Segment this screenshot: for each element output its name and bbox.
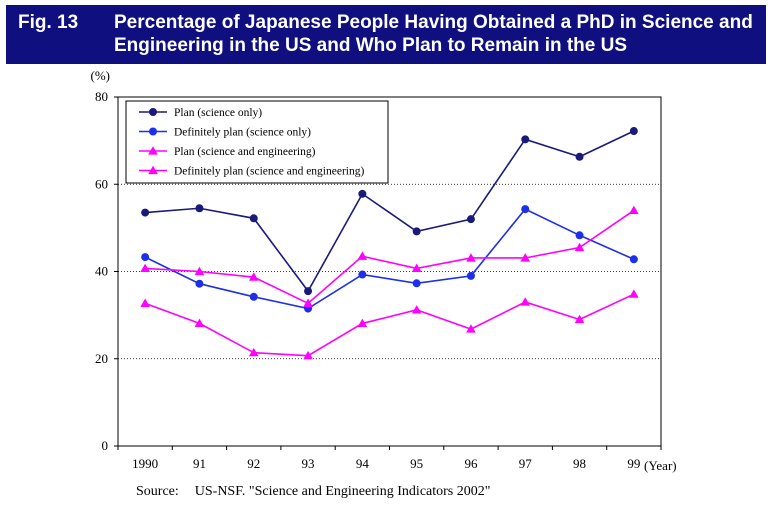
figure-title-bar: Fig. 13 Percentage of Japanese People Ha… xyxy=(6,5,766,64)
source-label: Source: xyxy=(136,484,179,499)
legend-marker xyxy=(148,146,158,155)
data-point xyxy=(141,253,150,262)
data-point xyxy=(466,215,475,224)
data-point xyxy=(303,350,313,360)
line-chart: (%) (Year) 0 20 40 60 80 1990 91 92 93 94 95 96 97 98… xyxy=(91,68,677,473)
series-line xyxy=(145,209,635,305)
series-4 xyxy=(140,289,639,360)
legend-box xyxy=(125,100,389,184)
legend-marker xyxy=(148,165,158,175)
data-point xyxy=(303,298,313,307)
legend-item: Plan (science only) xyxy=(139,107,262,119)
data-point xyxy=(521,205,530,214)
figure-title-line-1: Percentage of Japanese People Having Obt… xyxy=(114,12,753,33)
data-point xyxy=(520,253,531,262)
y-axis-label: (%) xyxy=(91,68,111,83)
x-axis-label: (Year) xyxy=(644,458,677,473)
data-point xyxy=(195,279,204,288)
figure-number: Fig. 13 xyxy=(18,12,79,33)
data-point xyxy=(629,127,638,136)
legend-item: Definitely plan (science and engineering… xyxy=(139,166,364,178)
y-tick-label: 80 xyxy=(95,89,108,104)
data-point xyxy=(411,263,422,273)
x-tick-label: 94 xyxy=(356,456,370,471)
data-point xyxy=(575,231,584,240)
legend-label: Plan (science only) xyxy=(174,107,262,119)
legend-label: Definitely plan (science only) xyxy=(174,127,311,139)
y-tick-label: 20 xyxy=(95,351,108,366)
data-point xyxy=(412,227,421,236)
data-point xyxy=(629,289,639,298)
data-point xyxy=(411,305,422,314)
data-point xyxy=(140,263,150,273)
x-tick-label: 93 xyxy=(302,456,315,471)
x-tick-label: 91 xyxy=(193,456,206,471)
data-point xyxy=(412,279,421,288)
series-3 xyxy=(140,205,639,307)
data-point xyxy=(466,324,476,333)
x-tick-label: 96 xyxy=(464,456,478,471)
x-tick-label: 99 xyxy=(627,456,640,471)
data-point xyxy=(466,271,475,280)
legend-marker xyxy=(149,108,157,116)
series-1 xyxy=(141,127,638,296)
legend: Plan (science only) Definitely plan (scie… xyxy=(125,100,389,184)
x-tick-label: 98 xyxy=(573,456,586,471)
source-note: Source: US-NSF. "Science and Engineering … xyxy=(136,484,490,500)
legend-label: Plan (science and engineering) xyxy=(174,146,316,158)
legend-item: Plan (science and engineering) xyxy=(139,146,316,158)
data-point xyxy=(194,318,205,328)
data-point xyxy=(249,292,258,301)
data-point xyxy=(629,205,639,215)
figure-title-line-2: Engineering in the US and Who Plan to Re… xyxy=(114,35,628,56)
x-tick-label: 95 xyxy=(410,456,423,471)
data-point xyxy=(357,318,368,328)
y-tick-label: 0 xyxy=(102,438,109,453)
x-tick-label: 1990 xyxy=(132,456,158,471)
legend-item: Definitely plan (science only) xyxy=(139,127,311,139)
series-line xyxy=(145,130,635,293)
legend-marker xyxy=(149,127,157,136)
data-point xyxy=(574,242,585,252)
data-point xyxy=(575,152,584,161)
data-point xyxy=(194,266,205,276)
x-tick-label: 97 xyxy=(519,456,533,471)
data-point xyxy=(358,270,367,279)
data-point xyxy=(520,297,531,306)
data-point xyxy=(574,314,585,324)
series-line xyxy=(144,293,635,357)
legend-label: Definitely plan (science and engineering… xyxy=(174,166,364,178)
series-line xyxy=(144,208,635,310)
y-tick-label: 60 xyxy=(95,176,108,191)
data-point xyxy=(304,287,313,296)
data-point xyxy=(466,253,476,262)
data-point xyxy=(195,204,204,213)
y-tick-label: 40 xyxy=(95,264,108,279)
data-point xyxy=(629,255,638,264)
x-tick-label: 92 xyxy=(247,456,260,471)
data-point xyxy=(358,189,367,198)
source-text: US-NSF. "Science and Engineering Indicat… xyxy=(194,484,491,499)
data-point xyxy=(249,214,258,223)
data-point xyxy=(521,135,530,144)
data-point xyxy=(248,272,259,281)
data-point xyxy=(141,208,150,217)
data-point xyxy=(140,298,150,307)
data-point xyxy=(248,347,259,357)
series-2 xyxy=(141,205,638,313)
data-point xyxy=(357,251,368,260)
